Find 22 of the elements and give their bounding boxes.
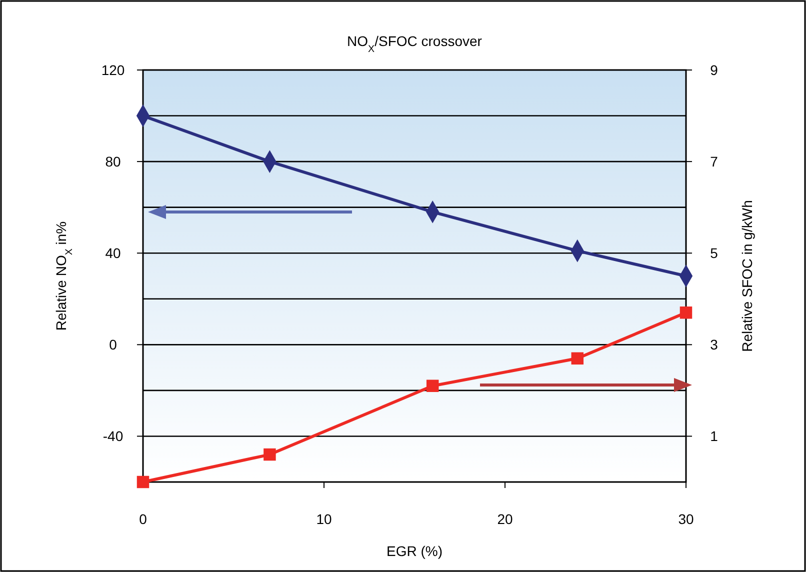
y-tick-label: 0: [109, 336, 118, 353]
x-tick-label: 10: [316, 511, 332, 527]
y2-tick-label: 3: [710, 336, 718, 353]
point: [426, 380, 439, 392]
point: [571, 352, 584, 365]
x-tick-label: 30: [678, 511, 694, 527]
x-tick-label: 20: [497, 511, 513, 527]
point: [136, 476, 150, 488]
y-tick-label: 40: [105, 245, 121, 262]
point: [680, 306, 692, 319]
y2-axis-title: Relative SFOC in g/kWh: [739, 200, 755, 352]
y-tick-label: 80: [105, 154, 121, 170]
y2-tick-label: 5: [710, 245, 718, 262]
chart-title: NO$_{X}$/SFOC crossover: [347, 33, 482, 54]
y-tick-label: -40: [102, 428, 124, 444]
y2-tick-label: 7: [710, 154, 718, 170]
y2-tick-label: 9: [710, 62, 718, 78]
x-axis-title: EGR (%): [386, 543, 442, 559]
x-tick-label: 0: [139, 511, 148, 527]
y2-tick-label: 1: [710, 428, 718, 444]
y-tick-label: 120: [101, 62, 125, 78]
point: [264, 448, 276, 461]
